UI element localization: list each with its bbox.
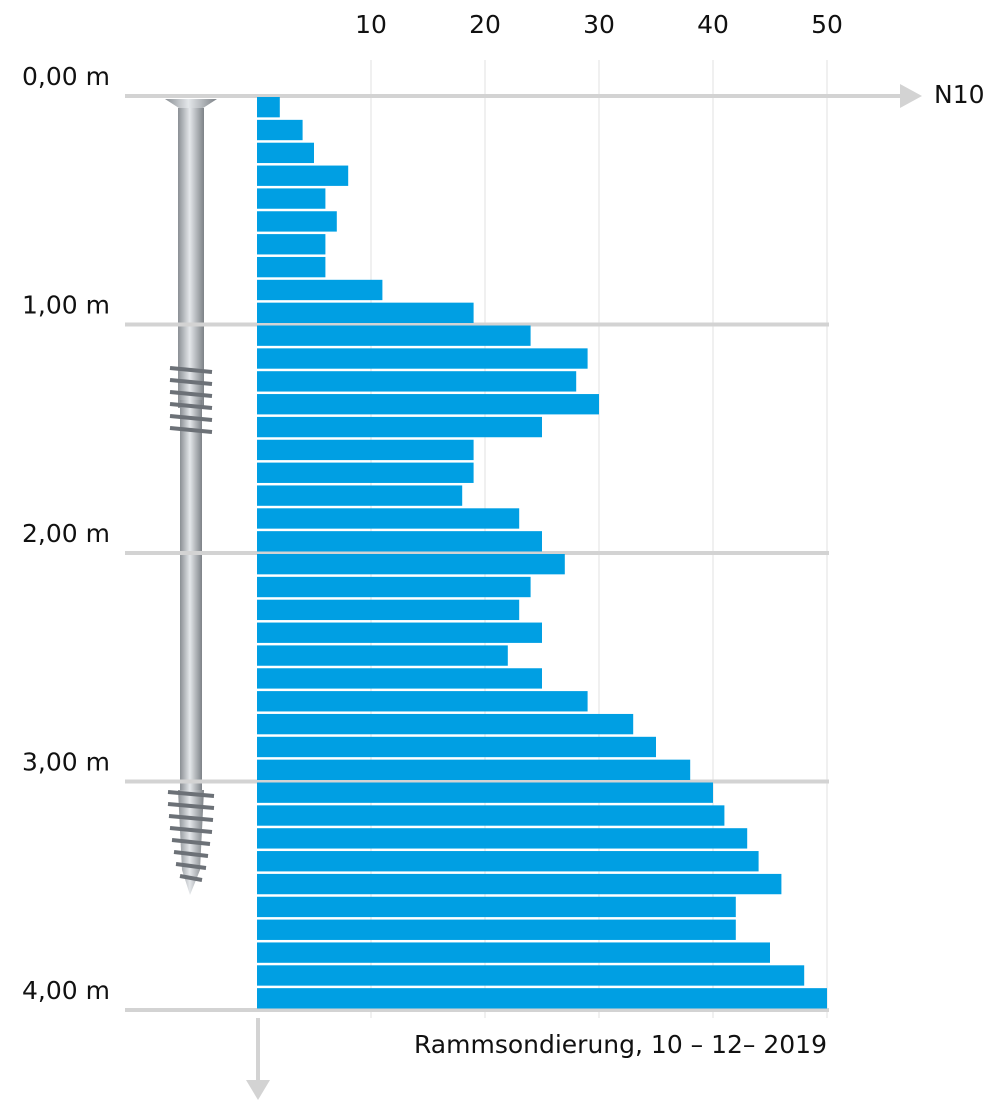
bar (257, 303, 474, 323)
bar (257, 760, 690, 780)
y-axis-arrow (246, 1080, 270, 1100)
bar (257, 577, 531, 597)
bar (257, 874, 781, 894)
bar (257, 257, 325, 277)
y-tick-label: 1,00 m (22, 291, 110, 320)
bar (257, 417, 542, 437)
x-tick-label: 30 (583, 10, 615, 39)
bar (257, 691, 588, 711)
screw-illustration (165, 99, 217, 895)
bar (257, 714, 633, 734)
bar (257, 554, 565, 574)
bar (257, 463, 474, 483)
bar (257, 97, 280, 117)
x-tick-label: 10 (355, 10, 387, 39)
bar (257, 211, 337, 231)
bar (257, 920, 736, 940)
y-tick-label: 0,00 m (22, 62, 110, 91)
bar (257, 326, 531, 346)
bar (257, 623, 542, 643)
bar (257, 668, 542, 688)
bar (257, 166, 348, 186)
bar (257, 508, 519, 528)
bar (257, 440, 474, 460)
bar (257, 234, 325, 254)
bar (257, 737, 656, 757)
bar (257, 280, 382, 300)
bar (257, 645, 508, 665)
bar (257, 783, 713, 803)
bar (257, 371, 576, 391)
y-tick-label: 4,00 m (22, 976, 110, 1005)
x-axis-label: N10 (934, 80, 985, 109)
chart: N10 Rammsondierung, 10 – 12– 2019 10 20 30… (0, 0, 995, 1106)
x-tick-label: 20 (469, 10, 501, 39)
bar (257, 828, 747, 848)
bar (257, 897, 736, 917)
bar (257, 851, 759, 871)
bar (257, 188, 325, 208)
bar (257, 531, 542, 551)
bar (257, 988, 827, 1008)
bar (257, 942, 770, 962)
bar (257, 348, 588, 368)
bar (257, 143, 314, 163)
x-axis-arrow (900, 84, 922, 108)
bar (257, 485, 462, 505)
x-tick-label: 50 (811, 10, 843, 39)
bar (257, 394, 599, 414)
bar (257, 965, 804, 985)
bar (257, 600, 519, 620)
bar (257, 805, 724, 825)
y-tick-label: 3,00 m (22, 748, 110, 777)
bar (257, 120, 303, 140)
caption: Rammsondierung, 10 – 12– 2019 (414, 1030, 827, 1059)
x-tick-label: 40 (697, 10, 729, 39)
y-tick-label: 2,00 m (22, 519, 110, 548)
